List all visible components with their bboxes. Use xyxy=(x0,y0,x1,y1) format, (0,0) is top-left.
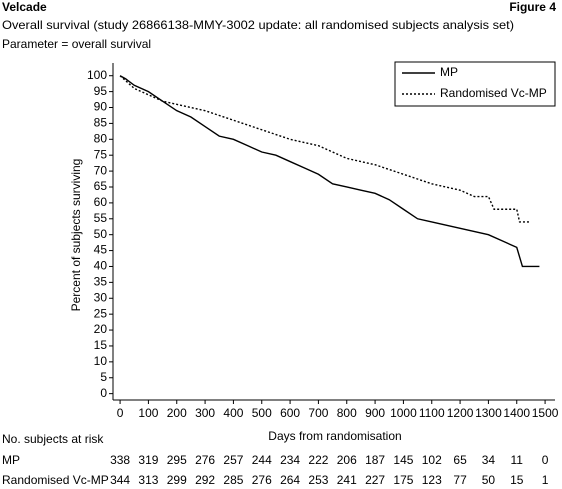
risk-count: 145 xyxy=(393,453,413,467)
risk-count: 264 xyxy=(280,473,300,487)
risk-row-label: MP xyxy=(2,453,20,467)
legend-label: Randomised Vc-MP xyxy=(440,86,547,100)
x-tick-label: 700 xyxy=(308,406,328,420)
x-tick-label: 1100 xyxy=(419,406,445,420)
y-tick-label: 10 xyxy=(94,354,108,368)
risk-count: 227 xyxy=(365,473,385,487)
y-tick-label: 25 xyxy=(94,306,108,320)
chart-title: Overall survival (study 26866138-MMY-300… xyxy=(2,18,514,32)
risk-row-label: Randomised Vc-MP xyxy=(2,473,109,487)
x-tick-label: 1300 xyxy=(475,406,502,420)
x-axis-label: Days from randomisation xyxy=(268,429,401,443)
x-tick-label: 400 xyxy=(223,406,243,420)
y-axis-label: Percent of subjects surviving xyxy=(69,159,83,312)
risk-count: 292 xyxy=(195,473,215,487)
risk-count: 285 xyxy=(223,473,243,487)
risk-count: 206 xyxy=(337,453,357,467)
y-tick-label: 50 xyxy=(94,227,108,241)
risk-count: 319 xyxy=(138,453,158,467)
y-tick-label: 45 xyxy=(94,243,108,257)
risk-count: 253 xyxy=(308,473,328,487)
risk-count: 244 xyxy=(252,453,272,467)
x-tick-label: 300 xyxy=(195,406,215,420)
chart-subtitle: Parameter = overall survival xyxy=(2,37,151,51)
y-tick-label: 60 xyxy=(94,195,108,209)
risk-count: 299 xyxy=(167,473,187,487)
y-tick-label: 85 xyxy=(94,116,108,130)
y-tick-label: 100 xyxy=(87,68,107,82)
survival-line xyxy=(119,75,531,223)
y-tick-label: 0 xyxy=(100,386,107,400)
y-tick-label: 95 xyxy=(94,84,108,98)
x-tick-label: 900 xyxy=(365,406,385,420)
risk-count: 338 xyxy=(110,453,130,467)
y-tick-label: 5 xyxy=(100,370,107,384)
y-tick-label: 30 xyxy=(94,290,108,304)
header: Velcade xyxy=(2,0,47,14)
x-tick-label: 800 xyxy=(337,406,357,420)
x-tick-label: 1000 xyxy=(390,406,417,420)
x-tick-label: 1500 xyxy=(532,406,559,420)
risk-table-title: No. subjects at risk xyxy=(2,432,104,446)
risk-count: 0 xyxy=(542,453,549,467)
risk-count: 77 xyxy=(453,473,467,487)
legend-label: MP xyxy=(440,65,458,79)
survival-line xyxy=(119,75,540,268)
y-tick-label: 70 xyxy=(94,163,108,177)
risk-count: 241 xyxy=(337,473,357,487)
x-tick-label: 500 xyxy=(252,406,272,420)
risk-count: 187 xyxy=(365,453,385,467)
risk-count: 344 xyxy=(110,473,130,487)
legend-box xyxy=(394,61,556,107)
y-tick-label: 20 xyxy=(94,322,108,336)
risk-count: 276 xyxy=(195,453,215,467)
risk-count: 1 xyxy=(542,473,549,487)
risk-count: 50 xyxy=(482,473,496,487)
x-tick-label: 0 xyxy=(117,406,124,420)
risk-count: 102 xyxy=(422,453,442,467)
y-tick-label: 35 xyxy=(94,275,108,289)
y-tick-label: 90 xyxy=(94,100,108,114)
risk-count: 295 xyxy=(167,453,187,467)
x-tick-label: 100 xyxy=(138,406,158,420)
x-tick-label: 600 xyxy=(280,406,300,420)
x-tick-label: 200 xyxy=(167,406,187,420)
figure-label: Figure 4 xyxy=(509,0,556,14)
y-tick-label: 40 xyxy=(94,259,108,273)
y-tick-label: 75 xyxy=(94,147,108,161)
risk-count: 234 xyxy=(280,453,300,467)
risk-count: 175 xyxy=(393,473,413,487)
y-tick-label: 65 xyxy=(94,179,108,193)
risk-count: 123 xyxy=(422,473,442,487)
y-tick-label: 55 xyxy=(94,211,108,225)
y-tick-label: 80 xyxy=(94,131,108,145)
y-tick-label: 15 xyxy=(94,338,108,352)
risk-count: 222 xyxy=(308,453,328,467)
risk-count: 257 xyxy=(223,453,243,467)
risk-count: 65 xyxy=(453,453,467,467)
risk-count: 34 xyxy=(482,453,496,467)
x-tick-label: 1200 xyxy=(447,406,474,420)
risk-count: 15 xyxy=(510,473,524,487)
risk-count: 11 xyxy=(511,453,524,467)
risk-count: 276 xyxy=(252,473,272,487)
x-tick-label: 1400 xyxy=(503,406,530,420)
risk-count: 313 xyxy=(138,473,158,487)
